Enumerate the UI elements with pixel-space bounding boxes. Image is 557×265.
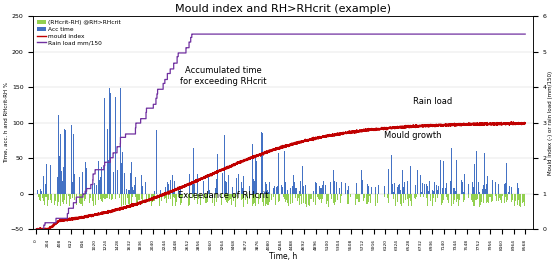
Y-axis label: Time, acc. h and RHcrit-RH %: Time, acc. h and RHcrit-RH % bbox=[4, 82, 9, 164]
Text: Rain load: Rain load bbox=[413, 97, 452, 106]
Y-axis label: Mould index (-) or rain load (mm/150): Mould index (-) or rain load (mm/150) bbox=[548, 71, 553, 175]
Text: Accumulated time
for exceeding RHcrit: Accumulated time for exceeding RHcrit bbox=[180, 66, 266, 86]
Title: Mould index and RH>RHcrit (example): Mould index and RH>RHcrit (example) bbox=[175, 4, 391, 14]
Text: Mould growth: Mould growth bbox=[384, 131, 442, 140]
Text: Exceedance of RHcrit: Exceedance of RHcrit bbox=[178, 191, 268, 200]
Legend: (RHcrit-RH) @RH>RHcrit, Acc time, mould index, Rain load mm/150: (RHcrit-RH) @RH>RHcrit, Acc time, mould … bbox=[36, 19, 123, 46]
X-axis label: Time, h: Time, h bbox=[269, 252, 297, 261]
